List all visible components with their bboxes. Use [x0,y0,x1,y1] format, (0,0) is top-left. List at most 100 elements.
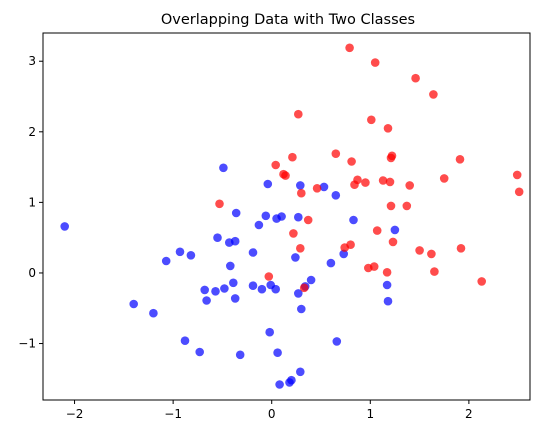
point-series-0-12 [219,163,228,173]
point-series-0-1 [129,299,138,309]
point-series-1-9 [297,188,306,198]
point-series-1-35 [405,181,415,190]
axis-ticks: −2 −1 0 1 2 −1 0 1 2 3 [18,54,472,421]
point-series-1-12 [312,184,322,193]
point-series-0-5 [180,336,190,346]
point-series-1-38 [427,249,436,259]
point-series-0-17 [230,236,240,246]
y-tick-label: −1 [18,337,36,351]
point-series-0-2 [149,308,158,318]
point-series-1-26 [378,176,388,185]
point-series-0-16 [229,278,238,288]
y-tick-label: 2 [28,125,36,139]
point-series-1-13 [331,149,341,158]
point-series-0-40 [296,181,305,190]
point-series-0-29 [271,284,281,294]
y-tick-label: 3 [28,54,36,68]
point-series-1-45 [512,170,522,180]
point-series-0-37 [294,212,303,222]
point-series-1-23 [369,262,379,271]
point-series-0-22 [248,281,258,291]
point-series-1-10 [299,283,309,293]
point-series-1-16 [346,240,355,249]
point-series-1-44 [477,277,487,286]
point-series-0-23 [254,220,264,230]
point-series-1-27 [382,268,392,277]
point-series-0-10 [211,287,220,296]
point-series-0-21 [248,248,258,257]
point-series-1-46 [514,187,524,197]
point-series-0-43 [306,275,316,285]
point-series-1-34 [402,201,412,211]
point-series-1-33 [388,237,398,247]
point-series-1-41 [439,174,449,183]
point-series-1-39 [429,90,438,99]
point-series-0-24 [257,284,267,294]
point-series-1-25 [372,226,382,235]
point-series-0-50 [382,280,392,290]
point-series-0-4 [175,247,185,257]
point-series-0-46 [331,191,341,200]
point-series-0-39 [296,367,305,377]
x-tick-label: 0 [268,407,276,421]
point-series-0-19 [231,208,241,218]
point-series-1-37 [415,246,424,255]
point-series-1-2 [271,160,281,170]
point-series-1-28 [383,124,393,133]
point-series-0-31 [273,348,282,358]
x-tick-label: −1 [164,407,182,421]
point-series-0-48 [339,249,349,259]
point-series-0-41 [297,304,306,314]
point-series-0-9 [202,296,211,305]
point-series-0-38 [294,289,303,298]
point-series-0-7 [195,347,204,357]
plot-frame [42,32,531,401]
point-series-0-35 [287,375,296,385]
point-series-1-36 [411,73,420,83]
point-series-0-0 [60,222,69,231]
point-series-1-8 [296,244,305,253]
point-series-1-17 [347,157,356,166]
point-series-1-11 [303,215,313,225]
point-series-1-1 [264,272,274,281]
point-series-0-52 [390,225,400,235]
point-series-1-4 [281,171,290,180]
point-series-0-18 [230,294,240,303]
point-series-0-13 [220,284,229,293]
point-series-1-29 [385,177,395,187]
point-series-0-49 [349,215,358,225]
point-series-0-47 [332,337,342,346]
point-series-0-3 [161,256,171,266]
point-series-0-36 [291,253,300,262]
point-series-0-44 [319,182,329,192]
x-tick-label: −2 [66,407,84,421]
point-series-0-6 [186,251,196,260]
point-series-0-20 [235,350,245,360]
point-series-0-26 [263,179,273,189]
point-series-0-15 [226,261,235,271]
x-tick-label: 1 [366,407,374,421]
point-series-1-6 [289,229,298,238]
point-series-1-20 [361,178,370,187]
point-series-1-24 [370,58,380,67]
x-tick-label: 2 [465,407,473,421]
point-series-1-5 [288,152,297,162]
point-series-0-33 [277,212,286,221]
point-series-0-8 [200,285,209,295]
point-series-0-32 [275,380,284,389]
point-series-0-51 [383,296,393,306]
point-series-0-45 [326,258,336,268]
point-series-1-31 [386,201,396,211]
y-tick-label: 0 [28,266,36,280]
point-series-1-7 [294,109,303,119]
point-series-1-43 [456,244,466,253]
point-series-0-27 [265,327,275,337]
point-series-0-25 [261,211,271,221]
point-series-1-19 [353,175,362,185]
point-series-0-11 [213,233,222,242]
point-series-1-15 [345,43,354,53]
point-series-1-0 [215,199,224,209]
y-tick-label: 1 [28,195,36,209]
point-series-1-32 [387,151,397,161]
